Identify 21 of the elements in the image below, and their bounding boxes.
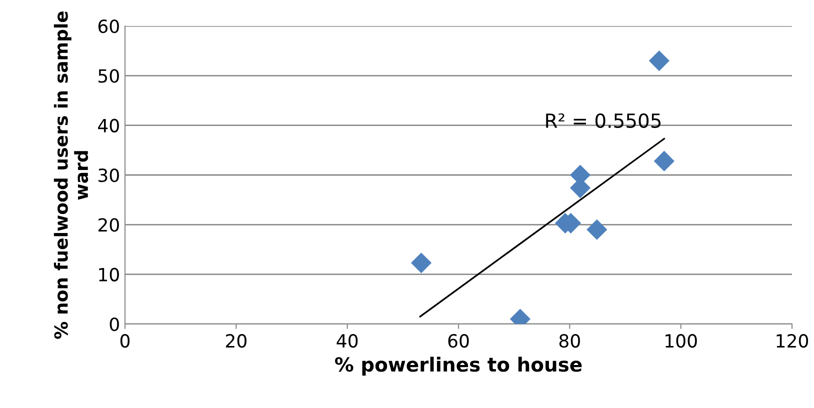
annotation: R² = 0.5505 xyxy=(546,113,661,128)
x-tick-label: 60 xyxy=(448,334,469,348)
x-tick-label: 100 xyxy=(666,334,697,348)
y-tick-label: 60 xyxy=(98,19,119,34)
x-tick-label: 0 xyxy=(120,334,130,348)
y-tick-label: 40 xyxy=(98,118,119,132)
point xyxy=(410,252,432,274)
x-axis-title: % powerlines to house xyxy=(335,356,582,376)
point xyxy=(586,219,608,240)
x-tick-label: 120 xyxy=(776,334,808,348)
y-axis-title: % non fuelwood users in sample ward xyxy=(54,11,88,339)
y-tick-label: 0 xyxy=(110,317,119,332)
x-tick-label: 20 xyxy=(226,334,246,348)
y-tick-label: 20 xyxy=(98,218,119,232)
point xyxy=(648,50,670,72)
x-tick-label: 80 xyxy=(559,334,580,348)
x-tick-label: 40 xyxy=(336,334,358,348)
y-tick-label: 30 xyxy=(98,168,119,182)
y-tick-label: 50 xyxy=(98,69,119,83)
y-tick-label: 10 xyxy=(99,268,119,282)
point xyxy=(654,150,674,172)
